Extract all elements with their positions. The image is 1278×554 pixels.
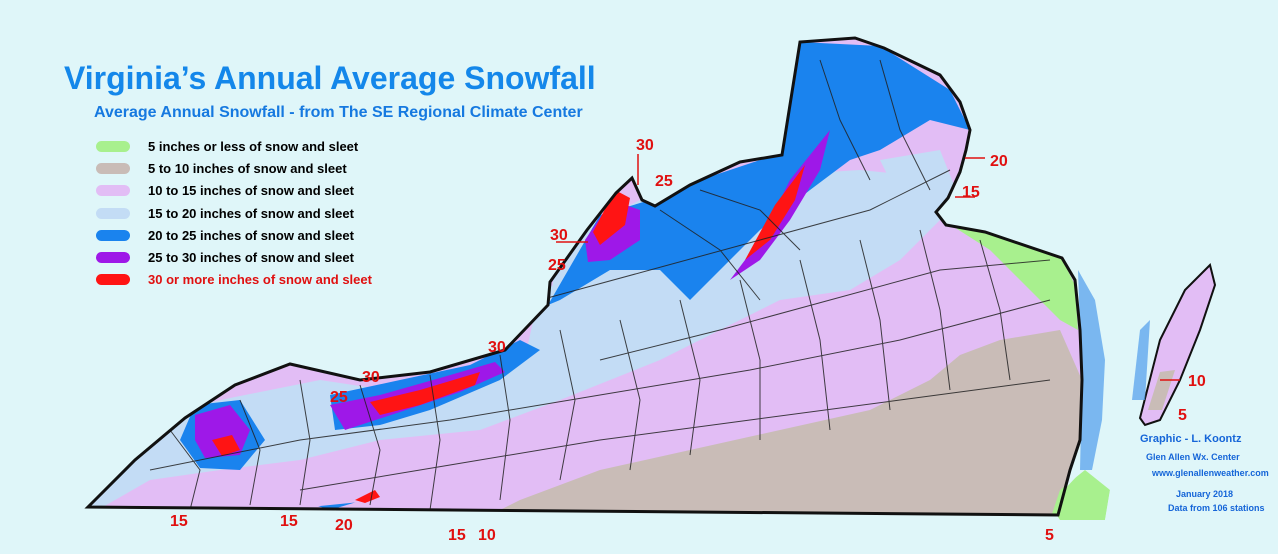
credits: Graphic - L. Koontz Glen Allen Wx. Cente… [1140,434,1270,513]
legend-label: 5 to 10 inches of snow and sleet [148,160,347,176]
legend-item: 30 or more inches of snow and sleet [96,269,416,291]
credit-stations: Data from 106 stations [1168,503,1265,513]
contour-label: 15 [280,513,298,530]
contour-label: 25 [548,257,566,274]
legend-item: 20 to 25 inches of snow and sleet [96,224,416,246]
legend: 5 inches or less of snow and sleet 5 to … [96,135,416,291]
eastern-shore [1132,263,1217,427]
contour-label: 5 [1045,527,1054,544]
legend-label: 20 to 25 inches of snow and sleet [148,227,354,243]
contour-label: 30 [488,339,506,356]
zone-15-20-west [88,150,960,520]
legend-swatch [96,140,130,152]
legend-label: 30 or more inches of snow and sleet [148,272,372,288]
legend-swatch [96,185,130,197]
legend-label: 10 to 15 inches of snow and sleet [148,183,354,199]
map-title: Virginia’s Annual Average Snowfall [64,60,596,96]
contour-label: 15 [170,513,188,530]
legend-label: 15 to 20 inches of snow and sleet [148,205,354,221]
credit-site: www.glenallenweather.com [1152,468,1269,478]
contour-label: 25 [330,389,348,406]
legend-swatch [96,207,130,219]
legend-item: 5 inches or less of snow and sleet [96,135,416,157]
contour-label: 25 [655,173,673,190]
contour-label: 10 [478,527,496,544]
contour-label: 30 [636,137,654,154]
contour-label: 20 [990,153,1008,170]
legend-swatch [96,252,130,264]
legend-swatch [96,229,130,241]
contour-label: 10 [1188,373,1206,390]
legend-swatch [96,162,130,174]
contour-label: 20 [335,517,353,534]
zone-30-plus [745,165,805,260]
credit-date: January 2018 [1176,489,1234,499]
chesapeake-bay [1078,270,1105,470]
credit-graphic: Graphic - L. Koontz [1140,433,1242,445]
legend-item: 15 to 20 inches of snow and sleet [96,202,416,224]
legend-label: 25 to 30 inches of snow and sleet [148,250,354,266]
legend-item: 25 to 30 inches of snow and sleet [96,246,416,268]
contour-label: 15 [448,527,466,544]
zone-20-25-north [548,42,970,305]
legend-swatch [96,274,130,286]
contour-label: 30 [550,227,568,244]
contour-label: 5 [1178,407,1187,424]
credit-center: Glen Allen Wx. Center [1146,452,1240,462]
contour-label: 30 [362,369,380,386]
virginia-mainland [84,36,1110,520]
legend-item: 5 to 10 inches of snow and sleet [96,157,416,179]
map-subtitle: Average Annual Snowfall - from The SE Re… [94,104,583,121]
legend-label: 5 inches or less of snow and sleet [148,138,359,154]
contour-label: 15 [962,184,980,201]
zone-5-10 [480,330,1082,520]
legend-item: 10 to 15 inches of snow and sleet [96,180,416,202]
